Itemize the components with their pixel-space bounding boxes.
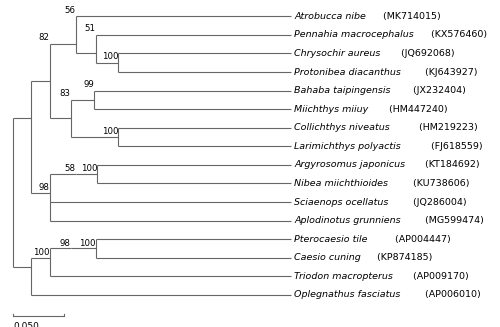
Text: Argyrosomus japonicus: Argyrosomus japonicus xyxy=(294,160,406,169)
Text: (MK714015): (MK714015) xyxy=(380,12,440,21)
Text: Triodon macropterus: Triodon macropterus xyxy=(294,272,394,281)
Text: Miichthys miiuy: Miichthys miiuy xyxy=(294,105,368,114)
Text: (KJ643927): (KJ643927) xyxy=(422,67,478,77)
Text: (FJ618559): (FJ618559) xyxy=(428,142,483,151)
Text: 98: 98 xyxy=(39,183,50,192)
Text: 98: 98 xyxy=(60,239,70,248)
Text: 100: 100 xyxy=(79,239,96,248)
Text: Pennahia macrocephalus: Pennahia macrocephalus xyxy=(294,30,414,39)
Text: Larimichthys polyactis: Larimichthys polyactis xyxy=(294,142,401,151)
Text: (HM219223): (HM219223) xyxy=(416,123,478,132)
Text: Nibea miichthioides: Nibea miichthioides xyxy=(294,179,388,188)
Text: 100: 100 xyxy=(102,52,118,61)
Text: 100: 100 xyxy=(102,127,118,135)
Text: Aplodinotus grunniens: Aplodinotus grunniens xyxy=(294,216,401,225)
Text: Pterocaesio tile: Pterocaesio tile xyxy=(294,235,368,244)
Text: Oplegnathus fasciatus: Oplegnathus fasciatus xyxy=(294,290,401,300)
Text: (AP006010): (AP006010) xyxy=(422,290,481,300)
Text: (AP009170): (AP009170) xyxy=(410,272,469,281)
Text: 58: 58 xyxy=(65,164,76,173)
Text: (JQ286004): (JQ286004) xyxy=(410,198,467,207)
Text: Sciaenops ocellatus: Sciaenops ocellatus xyxy=(294,198,389,207)
Text: (KT184692): (KT184692) xyxy=(422,160,480,169)
Text: (KP874185): (KP874185) xyxy=(374,253,432,262)
Text: 0.050: 0.050 xyxy=(14,321,40,327)
Text: 83: 83 xyxy=(60,89,70,98)
Text: (KU738606): (KU738606) xyxy=(410,179,470,188)
Text: 100: 100 xyxy=(34,248,50,257)
Text: (AP004447): (AP004447) xyxy=(392,235,450,244)
Text: Protonibea diacanthus: Protonibea diacanthus xyxy=(294,67,402,77)
Text: (HM447240): (HM447240) xyxy=(386,105,448,114)
Text: Collichthys niveatus: Collichthys niveatus xyxy=(294,123,390,132)
Text: Chrysochir aureus: Chrysochir aureus xyxy=(294,49,381,58)
Text: Caesio cuning: Caesio cuning xyxy=(294,253,361,262)
Text: Atrobucca nibe: Atrobucca nibe xyxy=(294,12,366,21)
Text: 82: 82 xyxy=(39,33,50,42)
Text: (JX232404): (JX232404) xyxy=(410,86,466,95)
Text: 56: 56 xyxy=(65,6,76,15)
Text: 100: 100 xyxy=(80,164,97,173)
Text: 51: 51 xyxy=(84,25,96,33)
Text: Bahaba taipingensis: Bahaba taipingensis xyxy=(294,86,391,95)
Text: 99: 99 xyxy=(84,80,94,89)
Text: (MG599474): (MG599474) xyxy=(422,216,484,225)
Text: (JQ692068): (JQ692068) xyxy=(398,49,454,58)
Text: (KX576460): (KX576460) xyxy=(428,30,488,39)
